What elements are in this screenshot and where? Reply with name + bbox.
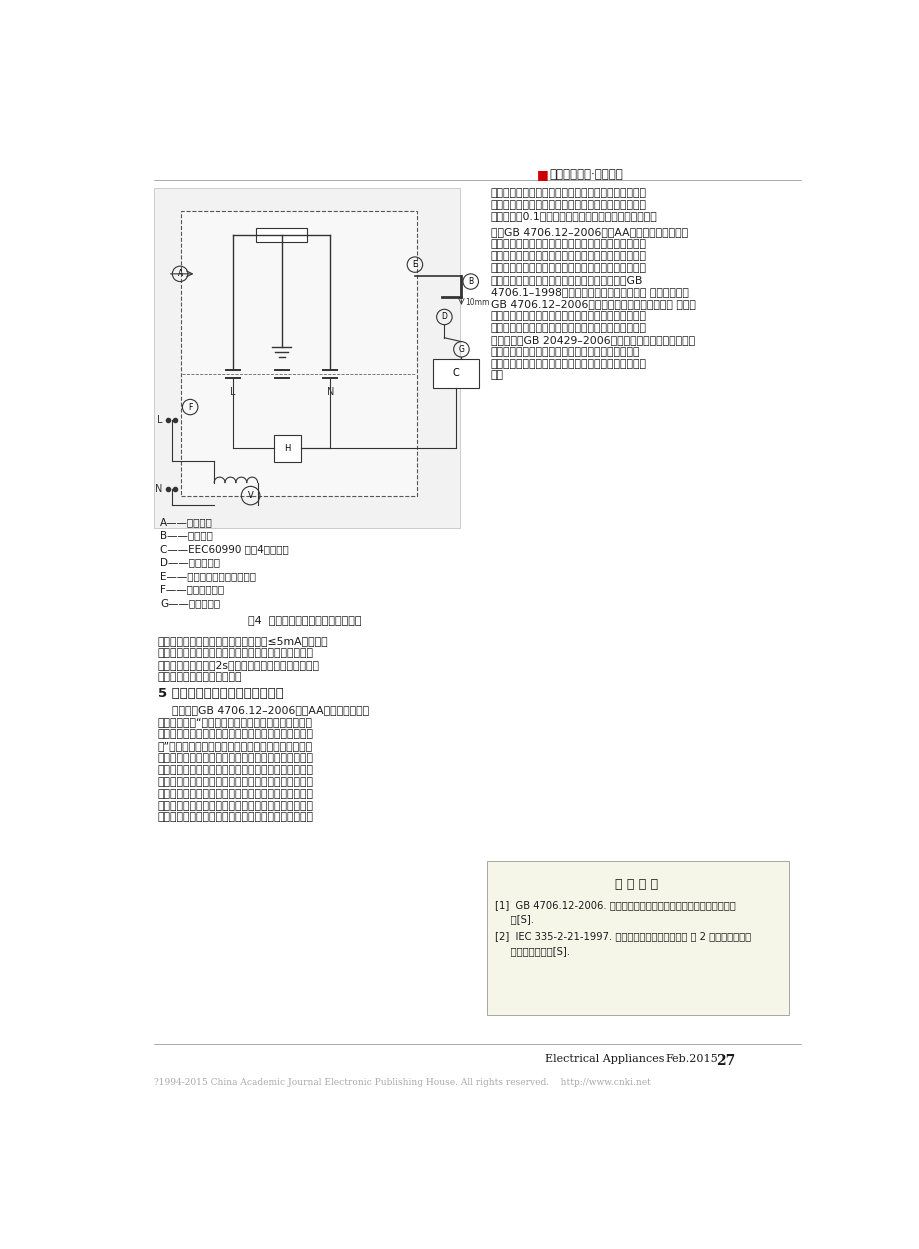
Text: Feb.2015: Feb.2015 [664, 1054, 717, 1064]
Bar [432, 358, 479, 387]
Text: 10mm: 10mm [465, 297, 489, 307]
Text: 热器的特殊要求[S].: 热器的特殊要求[S]. [494, 945, 569, 955]
Text: 路时，能在0.1秒内让热水器与供电电源彻底分离断电。: 路时，能在0.1秒内让热水器与供电电源彻底分离断电。 [491, 211, 657, 221]
Text: A——进水口；: A——进水口； [160, 517, 212, 527]
Text: E——进出水管外露金属部位；: E——进出水管外露金属部位； [160, 571, 255, 581]
Text: 参 考 文 献: 参 考 文 献 [614, 878, 657, 892]
FancyBboxPatch shape [486, 862, 789, 1015]
Text: 5 测试标准与储水式热水器的安全: 5 测试标准与储水式热水器的安全 [157, 687, 283, 699]
Text: 当然GB 4706.12–2006附录AA也有一定的局限性，: 当然GB 4706.12–2006附录AA也有一定的局限性， [491, 227, 687, 237]
Text: G——选择开关。: G——选择开关。 [160, 598, 220, 608]
Text: 应严格执行GB 20429–2006《电热水器安装规范》标准，: 应严格执行GB 20429–2006《电热水器安装规范》标准， [491, 335, 694, 345]
Text: 生产电热水器时要严格执行现行有效的国家安全GB: 生产电热水器时要严格执行现行有效的国家安全GB [491, 275, 642, 285]
Text: 止”的功能外，同时在热水器的结构上还要采用以下两: 止”的功能外，同时在热水器的结构上还要采用以下两 [157, 741, 312, 751]
Text: ■: ■ [537, 169, 549, 181]
Text: 种方式进行设计，一种是绵缘法，在热水器内把出水口: 种方式进行设计，一种是绵缘法，在热水器内把出水口 [157, 753, 313, 763]
Text: 和口径，使其达到一定的电阔，并且将电热水器金属外: 和口径，使其达到一定的电阔，并且将电热水器金属外 [157, 777, 313, 787]
Text: 标准检测认证·日用电器: 标准检测认证·日用电器 [549, 169, 622, 181]
Text: 图4  单相热水器泄漏电流测量线路图: 图4 单相热水器泄漏电流测量线路图 [248, 616, 361, 626]
Text: GB 4706.12–2006《家用和类似用途电器的安全 储水式: GB 4706.12–2006《家用和类似用途电器的安全 储水式 [491, 299, 695, 309]
Text: V: V [247, 491, 254, 500]
Text: 漏电保护开关在小于2s时就动作，切断了整个的供电线: 漏电保护开关在小于2s时就动作，切断了整个的供电线 [157, 659, 319, 669]
Text: 极短路时两种情况，然而造成电热水器触电死亡的原因: 极短路时两种情况，然而造成电热水器触电死亡的原因 [491, 251, 646, 261]
Text: 按其规定的要求进行安装，只有全方位执行好这些标: 按其规定的要求进行安装，只有全方位执行好这些标 [491, 347, 640, 357]
Text: F: F [187, 402, 192, 412]
Text: 处接入长塑料管道加以隔离，该塑料管必须有一定长度: 处接入长塑料管道加以隔离，该塑料管必须有一定长度 [157, 764, 313, 774]
Text: 生。: 生。 [491, 371, 504, 381]
Text: ?1994-2015 China Academic Journal Electronic Publishing House. All rights reserv: ?1994-2015 China Academic Journal Electr… [153, 1078, 650, 1087]
Text: D: D [441, 312, 447, 321]
Text: 4706.1–1998《家用和类似用途电器的安全 通用要求》及: 4706.1–1998《家用和类似用途电器的安全 通用要求》及 [491, 287, 688, 297]
Text: 在设计上除了“热水器应采取一旦外部在接地系统异常: 在设计上除了“热水器应采取一旦外部在接地系统异常 [157, 717, 312, 727]
Text: C——EEC60990 中图4的电路；: C——EEC60990 中图4的电路； [160, 545, 289, 555]
Text: 统，当出现电热水器基本绵缘失效或插座内相、地极短: 统，当出现电热水器基本绵缘失效或插座内相、地极短 [491, 200, 646, 210]
Text: 有很多，要从根本上减少事故的发生，除了生产厂家在: 有很多，要从根本上减少事故的发生，除了生产厂家在 [491, 264, 646, 274]
Text: G: G [458, 345, 464, 353]
Text: 27: 27 [715, 1054, 734, 1068]
Text: 部件都采用双层绵缘进行隔离；另一种是断电法，采用: 部件都采用双层绵缘进行隔离；另一种是断电法，采用 [157, 801, 313, 811]
Text: 求[S].: 求[S]. [494, 914, 533, 924]
Text: 加装漏电保护装置的方式，除了监测相、零线之间有无: 加装漏电保护装置的方式，除了监测相、零线之间有无 [157, 812, 313, 822]
Bar [255, 229, 307, 242]
Text: 情况出现时的报警措施，报警应能持续人工切断电源为: 情况出现时的报警措施，报警应能持续人工切断电源为 [157, 729, 313, 739]
Text: 该项测试合格。或者热水器在进行该项测试时，装有的: 该项测试合格。或者热水器在进行该项测试时，装有的 [157, 648, 313, 658]
Text: D——金属笼网；: D——金属笼网； [160, 557, 220, 567]
Text: [1]  GB 4706.12-2006. 家用和类似用途的安全储水式电热水器的特殊要: [1] GB 4706.12-2006. 家用和类似用途的安全储水式电热水器的特… [494, 899, 734, 909]
Text: B——出水口；: B——出水口； [160, 531, 212, 541]
Text: 制，毕竟电热水器的安全也是要基于用电环境的安全，: 制，毕竟电热水器的安全也是要基于用电环境的安全， [491, 322, 646, 332]
Text: 它只解决了电热水器出现基本绵缘损坏和插座内相、地: 它只解决了电热水器出现基本绵缘损坏和插座内相、地 [491, 240, 646, 250]
Text: A: A [177, 270, 183, 279]
Text: L: L [230, 387, 235, 397]
Text: F——热水器主体；: F——热水器主体； [160, 585, 224, 595]
Text: H: H [284, 443, 290, 452]
Text: N: N [326, 387, 334, 397]
Text: 剩余电流，同时还监测地极，无论电源内是否有接地系: 剩余电流，同时还监测地极，无论电源内是否有接地系 [491, 187, 646, 197]
Text: B: B [468, 277, 472, 286]
Text: 路，则也认为该项测试合格。: 路，则也认为该项测试合格。 [157, 672, 242, 682]
FancyBboxPatch shape [153, 187, 460, 528]
Text: 壳、悬挂装置、进、出水口金属连接管等易触及的金属: 壳、悬挂装置、进、出水口金属连接管等易触及的金属 [157, 788, 313, 798]
Text: 壳，分别记录相应的数据，当测量値均≤5mA时，则判: 壳，分别记录相应的数据，当测量値均≤5mA时，则判 [157, 636, 328, 646]
Text: [2]  IEC 335-2-21-1997. 家用和类似用途电器的安全 第 2 部分：贮水式加: [2] IEC 335-2-21-1997. 家用和类似用途电器的安全 第 2 … [494, 932, 750, 942]
Bar [274, 435, 301, 462]
Text: C: C [452, 368, 459, 378]
Text: 热水器的特殊要求》标准外，更要注意其安装环节的控: 热水器的特殊要求》标准外，更要注意其安装环节的控 [491, 311, 646, 321]
Text: N: N [154, 485, 162, 495]
Text: L: L [156, 415, 162, 425]
Text: 为了满足GB 4706.12–2006附录AA的要求，热水器: 为了满足GB 4706.12–2006附录AA的要求，热水器 [157, 704, 369, 714]
Text: Electrical Appliances: Electrical Appliances [545, 1054, 664, 1064]
Text: 准，才能有效地防止和杜绝电热水器触电死亡的现象发: 准，才能有效地防止和杜绝电热水器触电死亡的现象发 [491, 358, 646, 368]
Bar [181, 211, 417, 496]
Text: E: E [412, 260, 417, 269]
